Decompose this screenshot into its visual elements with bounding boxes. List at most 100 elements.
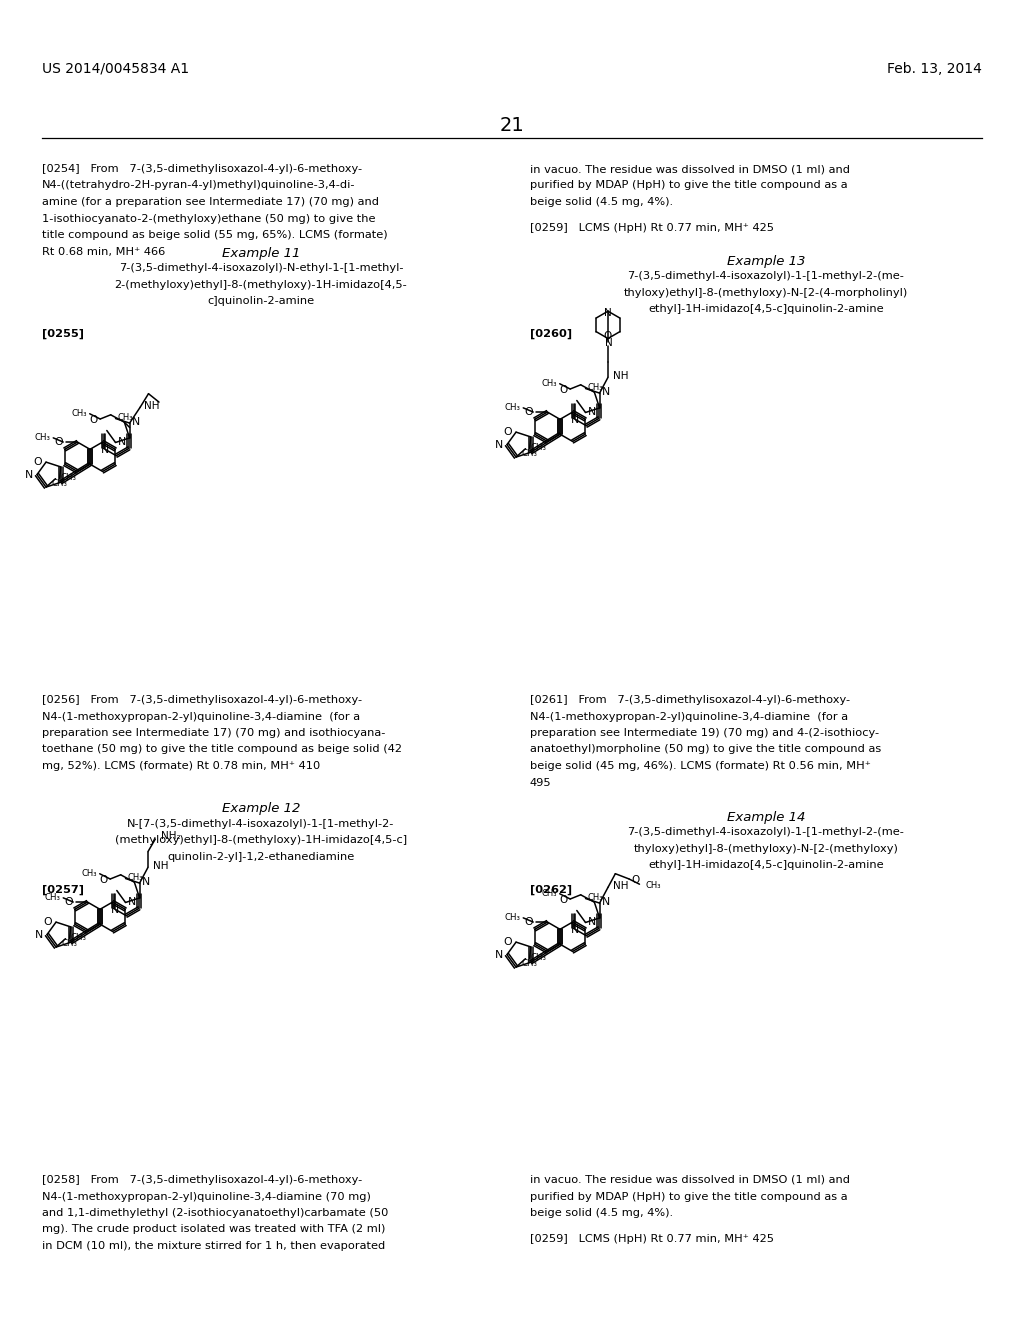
Text: CH₃: CH₃ — [44, 892, 60, 902]
Text: Example 11: Example 11 — [222, 247, 300, 260]
Text: [0257]: [0257] — [42, 884, 84, 895]
Text: mg). The crude product isolated was treated with TFA (2 ml): mg). The crude product isolated was trea… — [42, 1225, 385, 1234]
Text: CH₃: CH₃ — [521, 449, 538, 458]
Text: ethyl]-1H-imidazo[4,5-c]quinolin-2-amine: ethyl]-1H-imidazo[4,5-c]quinolin-2-amine — [648, 861, 884, 870]
Text: toethane (50 mg) to give the title compound as beige solid (42: toethane (50 mg) to give the title compo… — [42, 744, 402, 755]
Text: N: N — [604, 338, 612, 347]
Text: (methyloxy)ethyl]-8-(methyloxy)-1H-imidazo[4,5-c]: (methyloxy)ethyl]-8-(methyloxy)-1H-imida… — [115, 836, 408, 845]
Text: CH₃: CH₃ — [646, 880, 662, 890]
Text: N: N — [604, 309, 612, 318]
Text: O: O — [34, 457, 42, 467]
Text: Example 12: Example 12 — [222, 803, 300, 816]
Text: N4-(1-methoxypropan-2-yl)quinoline-3,4-diamine  (for a: N4-(1-methoxypropan-2-yl)quinoline-3,4-d… — [42, 711, 360, 722]
Text: Rt 0.68 min, MH⁺ 466: Rt 0.68 min, MH⁺ 466 — [42, 247, 165, 256]
Text: quinolin-2-yl]-1,2-ethanediamine: quinolin-2-yl]-1,2-ethanediamine — [167, 851, 354, 862]
Text: N: N — [100, 445, 109, 455]
Text: O: O — [524, 407, 534, 417]
Text: O: O — [44, 917, 52, 927]
Text: O: O — [65, 898, 74, 907]
Text: preparation see Intermediate 19) (70 mg) and 4-(2-isothiocy-: preparation see Intermediate 19) (70 mg)… — [530, 729, 880, 738]
Text: NH: NH — [153, 861, 168, 871]
Text: thyloxy)ethyl]-8-(methyloxy)-N-[2-(4-morpholinyl): thyloxy)ethyl]-8-(methyloxy)-N-[2-(4-mor… — [624, 288, 908, 298]
Text: N: N — [588, 917, 596, 928]
Text: CH₃: CH₃ — [541, 379, 556, 388]
Text: NH: NH — [144, 401, 160, 412]
Text: CH₃: CH₃ — [71, 933, 86, 941]
Text: O: O — [524, 917, 534, 927]
Text: 495: 495 — [530, 777, 552, 788]
Text: preparation see Intermediate 17) (70 mg) and isothiocyana-: preparation see Intermediate 17) (70 mg)… — [42, 729, 385, 738]
Text: ethyl]-1H-imidazo[4,5-c]quinolin-2-amine: ethyl]-1H-imidazo[4,5-c]quinolin-2-amine — [648, 304, 884, 314]
Text: CH₃: CH₃ — [61, 939, 78, 948]
Text: N4-((tetrahydro-2H-pyran-4-yl)methyl)quinoline-3,4-di-: N4-((tetrahydro-2H-pyran-4-yl)methyl)qui… — [42, 181, 355, 190]
Text: CH₃: CH₃ — [71, 409, 87, 417]
Text: thyloxy)ethyl]-8-(methyloxy)-N-[2-(methyloxy): thyloxy)ethyl]-8-(methyloxy)-N-[2-(methy… — [634, 843, 898, 854]
Text: N: N — [132, 417, 140, 428]
Text: N: N — [570, 925, 579, 935]
Text: N4-(1-methoxypropan-2-yl)quinoline-3,4-diamine  (for a: N4-(1-methoxypropan-2-yl)quinoline-3,4-d… — [530, 711, 848, 722]
Text: 2-(methyloxy)ethyl]-8-(methyloxy)-1H-imidazo[4,5-: 2-(methyloxy)ethyl]-8-(methyloxy)-1H-imi… — [115, 280, 408, 289]
Text: CH₃: CH₃ — [504, 913, 520, 921]
Text: Example 13: Example 13 — [727, 255, 805, 268]
Text: O: O — [560, 895, 568, 906]
Text: N: N — [588, 408, 596, 417]
Text: [0259]   LCMS (HpH) Rt 0.77 min, MH⁺ 425: [0259] LCMS (HpH) Rt 0.77 min, MH⁺ 425 — [530, 223, 774, 234]
Text: CH₃: CH₃ — [128, 874, 143, 883]
Text: N: N — [111, 906, 119, 915]
Text: in vacuo. The residue was dissolved in DMSO (1 ml) and: in vacuo. The residue was dissolved in D… — [530, 164, 850, 174]
Text: N: N — [25, 470, 34, 480]
Text: N-[7-(3,5-dimethyl-4-isoxazolyl)-1-[1-methyl-2-: N-[7-(3,5-dimethyl-4-isoxazolyl)-1-[1-me… — [127, 818, 394, 829]
Text: mg, 52%). LCMS (formate) Rt 0.78 min, MH⁺ 410: mg, 52%). LCMS (formate) Rt 0.78 min, MH… — [42, 762, 321, 771]
Text: O: O — [504, 937, 512, 948]
Text: O: O — [631, 875, 639, 884]
Text: O: O — [504, 428, 512, 437]
Text: [0255]: [0255] — [42, 329, 84, 339]
Text: N4-(1-methoxypropan-2-yl)quinoline-3,4-diamine (70 mg): N4-(1-methoxypropan-2-yl)quinoline-3,4-d… — [42, 1192, 371, 1201]
Text: O: O — [54, 437, 63, 447]
Text: c]quinolin-2-amine: c]quinolin-2-amine — [208, 296, 314, 306]
Text: N: N — [495, 950, 504, 960]
Text: N: N — [602, 387, 610, 397]
Text: CH₃: CH₃ — [521, 958, 538, 968]
Text: O: O — [604, 331, 612, 341]
Text: N: N — [128, 898, 136, 907]
Text: N: N — [141, 876, 150, 887]
Text: N: N — [570, 414, 579, 425]
Text: CH₃: CH₃ — [118, 413, 133, 422]
Text: 7-(3,5-dimethyl-4-isoxazolyl)-N-ethyl-1-[1-methyl-: 7-(3,5-dimethyl-4-isoxazolyl)-N-ethyl-1-… — [119, 263, 403, 273]
Text: [0262]: [0262] — [530, 884, 572, 895]
Text: CH₃: CH₃ — [51, 479, 68, 487]
Text: in DCM (10 ml), the mixture stirred for 1 h, then evaporated: in DCM (10 ml), the mixture stirred for … — [42, 1241, 385, 1251]
Text: [0256]   From   7-(3,5-dimethylisoxazol-4-yl)-6-methoxy-: [0256] From 7-(3,5-dimethylisoxazol-4-yl… — [42, 696, 362, 705]
Text: 7-(3,5-dimethyl-4-isoxazolyl)-1-[1-methyl-2-(me-: 7-(3,5-dimethyl-4-isoxazolyl)-1-[1-methy… — [628, 828, 904, 837]
Text: CH₃: CH₃ — [541, 888, 556, 898]
Text: N: N — [118, 437, 126, 447]
Text: beige solid (4.5 mg, 4%).: beige solid (4.5 mg, 4%). — [530, 197, 673, 207]
Text: 21: 21 — [500, 116, 524, 135]
Text: CH₃: CH₃ — [81, 869, 96, 878]
Text: amine (for a preparation see Intermediate 17) (70 mg) and: amine (for a preparation see Intermediat… — [42, 197, 379, 207]
Text: purified by MDAP (HpH) to give the title compound as a: purified by MDAP (HpH) to give the title… — [530, 181, 848, 190]
Text: beige solid (45 mg, 46%). LCMS (formate) Rt 0.56 min, MH⁺: beige solid (45 mg, 46%). LCMS (formate)… — [530, 762, 870, 771]
Text: Example 14: Example 14 — [727, 810, 805, 824]
Text: CH₃: CH₃ — [60, 473, 76, 482]
Text: O: O — [560, 385, 568, 395]
Text: [0261]   From   7-(3,5-dimethylisoxazol-4-yl)-6-methoxy-: [0261] From 7-(3,5-dimethylisoxazol-4-yl… — [530, 696, 850, 705]
Text: Feb. 13, 2014: Feb. 13, 2014 — [887, 62, 982, 77]
Text: [0254]   From   7-(3,5-dimethylisoxazol-4-yl)-6-methoxy-: [0254] From 7-(3,5-dimethylisoxazol-4-yl… — [42, 164, 362, 174]
Text: 1-isothiocyanato-2-(methyloxy)ethane (50 mg) to give the: 1-isothiocyanato-2-(methyloxy)ethane (50… — [42, 214, 376, 223]
Text: N: N — [602, 898, 610, 907]
Text: CH₃: CH₃ — [588, 383, 603, 392]
Text: in vacuo. The residue was dissolved in DMSO (1 ml) and: in vacuo. The residue was dissolved in D… — [530, 1175, 850, 1185]
Text: NH: NH — [612, 371, 628, 381]
Text: [0259]   LCMS (HpH) Rt 0.77 min, MH⁺ 425: [0259] LCMS (HpH) Rt 0.77 min, MH⁺ 425 — [530, 1234, 774, 1245]
Text: CH₃: CH₃ — [530, 953, 546, 961]
Text: US 2014/0045834 A1: US 2014/0045834 A1 — [42, 62, 189, 77]
Text: O: O — [90, 414, 98, 425]
Text: NH₂: NH₂ — [161, 830, 180, 841]
Text: 7-(3,5-dimethyl-4-isoxazolyl)-1-[1-methyl-2-(me-: 7-(3,5-dimethyl-4-isoxazolyl)-1-[1-methy… — [628, 271, 904, 281]
Text: and 1,1-dimethylethyl (2-isothiocyanatoethyl)carbamate (50: and 1,1-dimethylethyl (2-isothiocyanatoe… — [42, 1208, 388, 1218]
Text: CH₃: CH₃ — [504, 403, 520, 412]
Text: purified by MDAP (HpH) to give the title compound as a: purified by MDAP (HpH) to give the title… — [530, 1192, 848, 1201]
Text: CH₃: CH₃ — [34, 433, 50, 442]
